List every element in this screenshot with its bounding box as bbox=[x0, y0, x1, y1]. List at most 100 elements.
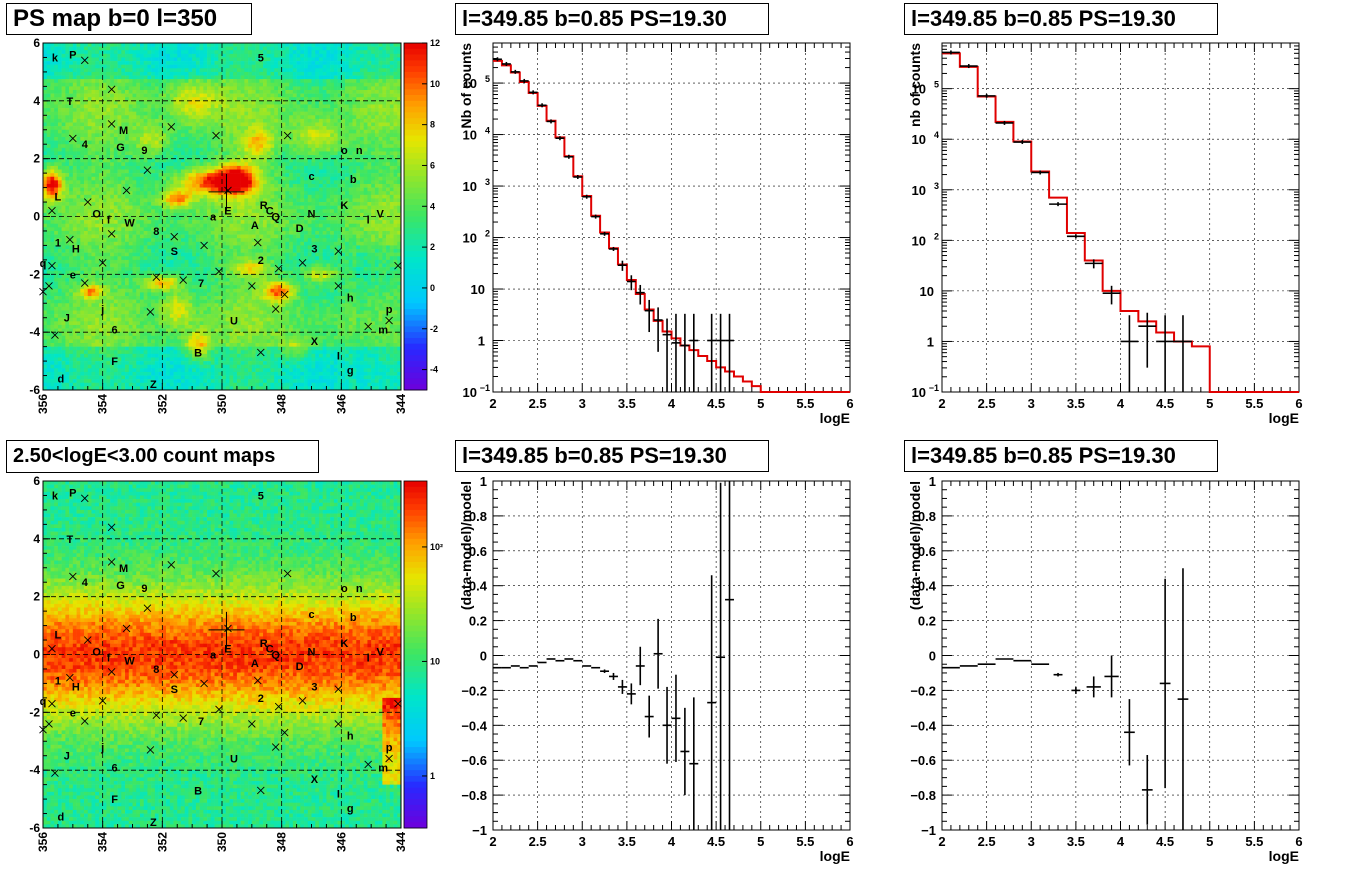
map-pixel bbox=[274, 133, 278, 137]
map-pixel bbox=[326, 86, 330, 90]
map-pixel bbox=[267, 173, 271, 177]
map-pixel bbox=[147, 188, 151, 192]
map-pixel bbox=[390, 170, 394, 174]
map-pixel bbox=[349, 126, 353, 130]
map-pixel bbox=[330, 108, 334, 112]
map-pixel bbox=[62, 76, 66, 80]
map-pixel bbox=[88, 217, 92, 221]
map-pixel bbox=[386, 206, 390, 210]
map-pixel bbox=[136, 90, 140, 94]
map-pixel bbox=[155, 198, 159, 202]
map-pixel bbox=[282, 202, 286, 206]
map-pixel bbox=[364, 79, 368, 83]
map-pixel bbox=[185, 126, 189, 130]
map-pixel bbox=[323, 90, 327, 94]
map-pixel bbox=[353, 133, 357, 137]
map-pixel bbox=[323, 47, 327, 51]
map-pixel bbox=[274, 83, 278, 87]
map-pixel bbox=[233, 224, 237, 228]
map-pixel bbox=[293, 83, 297, 87]
map-pixel bbox=[185, 191, 189, 195]
map-pixel bbox=[80, 198, 84, 202]
map-pixel bbox=[144, 188, 148, 192]
map-pixel bbox=[144, 65, 148, 69]
map-pixel bbox=[386, 43, 390, 47]
map-pixel bbox=[185, 86, 189, 90]
map-pixel bbox=[177, 191, 181, 195]
map-pixel bbox=[200, 115, 204, 119]
map-pixel bbox=[188, 217, 192, 221]
map-pixel bbox=[367, 198, 371, 202]
map-pixel bbox=[308, 65, 312, 69]
map-pixel bbox=[207, 195, 211, 199]
map-pixel bbox=[349, 195, 353, 199]
map-pixel bbox=[244, 83, 248, 87]
map-pixel bbox=[226, 47, 230, 51]
map-pixel bbox=[256, 123, 260, 127]
map-pixel bbox=[170, 177, 174, 181]
map-pixel bbox=[263, 133, 267, 137]
map-pixel bbox=[263, 72, 267, 76]
map-pixel bbox=[237, 170, 241, 174]
map-pixel bbox=[203, 90, 207, 94]
map-pixel bbox=[58, 65, 62, 69]
map-pixel bbox=[349, 43, 353, 47]
map-pixel bbox=[47, 72, 51, 76]
map-pixel bbox=[62, 72, 66, 76]
map-pixel bbox=[382, 83, 386, 87]
map-pixel bbox=[106, 209, 110, 213]
map-pixel bbox=[379, 173, 383, 177]
map-pixel bbox=[315, 195, 319, 199]
map-pixel bbox=[170, 94, 174, 98]
map-pixel bbox=[95, 43, 99, 47]
map-pixel bbox=[375, 57, 379, 61]
map-pixel bbox=[181, 217, 185, 221]
map-pixel bbox=[345, 47, 349, 51]
map-pixel bbox=[274, 177, 278, 181]
map-pixel bbox=[386, 79, 390, 83]
map-pixel bbox=[241, 79, 245, 83]
map-pixel bbox=[84, 108, 88, 112]
map-pixel bbox=[244, 151, 248, 155]
map-pixel bbox=[170, 195, 174, 199]
map-pixel bbox=[263, 151, 267, 155]
map-pixel bbox=[155, 83, 159, 87]
map-pixel bbox=[43, 151, 47, 155]
map-pixel bbox=[69, 162, 73, 166]
map-pixel bbox=[106, 137, 110, 141]
map-pixel bbox=[330, 166, 334, 170]
map-pixel bbox=[270, 61, 274, 65]
map-pixel bbox=[330, 188, 334, 192]
map-pixel bbox=[73, 198, 77, 202]
map-pixel bbox=[91, 148, 95, 152]
map-pixel bbox=[200, 94, 204, 98]
map-pixel bbox=[364, 112, 368, 116]
map-pixel bbox=[289, 177, 293, 181]
map-pixel bbox=[297, 144, 301, 148]
map-pixel bbox=[140, 137, 144, 141]
map-pixel bbox=[244, 137, 248, 141]
map-pixel bbox=[323, 227, 327, 231]
map-pixel bbox=[103, 184, 107, 188]
map-pixel bbox=[364, 209, 368, 213]
map-pixel bbox=[43, 119, 47, 123]
map-pixel bbox=[95, 144, 99, 148]
map-pixel bbox=[77, 217, 81, 221]
map-pixel bbox=[386, 94, 390, 98]
map-pixel bbox=[62, 79, 66, 83]
map-pixel bbox=[84, 76, 88, 80]
map-pixel bbox=[252, 151, 256, 155]
map-pixel bbox=[304, 191, 308, 195]
map-pixel bbox=[293, 126, 297, 130]
map-pixel bbox=[319, 108, 323, 112]
map-pixel bbox=[323, 177, 327, 181]
map-pixel bbox=[181, 72, 185, 76]
map-pixel bbox=[203, 195, 207, 199]
map-pixel bbox=[58, 83, 62, 87]
map-pixel bbox=[222, 177, 226, 181]
map-pixel bbox=[304, 76, 308, 80]
map-pixel bbox=[50, 104, 54, 108]
map-pixel bbox=[371, 206, 375, 210]
map-pixel bbox=[43, 104, 47, 108]
map-pixel bbox=[84, 180, 88, 184]
